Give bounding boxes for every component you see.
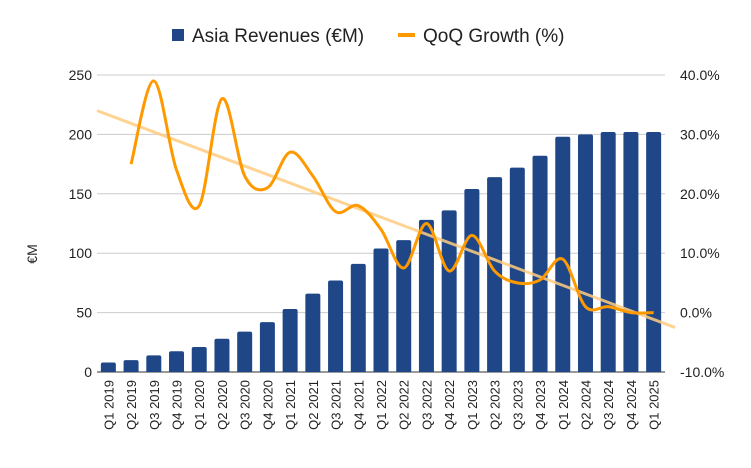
bar bbox=[600, 132, 616, 372]
y-axis-label: €M bbox=[24, 244, 40, 263]
bar bbox=[464, 189, 480, 372]
x-tick-label: Q4 2024 bbox=[624, 380, 639, 430]
bar bbox=[555, 136, 571, 372]
bar bbox=[441, 210, 457, 372]
x-tick-label: Q4 2020 bbox=[260, 380, 275, 430]
bar bbox=[191, 347, 207, 372]
y-tick-label: 200 bbox=[69, 126, 93, 142]
bar bbox=[169, 351, 185, 372]
bar bbox=[146, 355, 162, 372]
legend-swatch-growth bbox=[398, 33, 415, 37]
y-tick-label: 0 bbox=[84, 364, 92, 380]
bar bbox=[100, 362, 116, 372]
y-tick-label: 50 bbox=[76, 305, 92, 321]
legend-swatch-revenues bbox=[172, 29, 184, 41]
x-tick-label: Q4 2022 bbox=[442, 380, 457, 430]
y2-tick-label: 0.0% bbox=[680, 305, 712, 321]
x-tick-label: Q2 2020 bbox=[215, 380, 230, 430]
bar bbox=[373, 248, 389, 372]
legend-label-revenues: Asia Revenues (€M) bbox=[192, 26, 364, 47]
x-tick-label: Q4 2021 bbox=[351, 380, 366, 430]
bar bbox=[646, 132, 662, 372]
y-tick-label: 100 bbox=[69, 245, 93, 261]
bar bbox=[396, 240, 412, 372]
x-tick-label: Q1 2022 bbox=[374, 380, 389, 430]
x-tick-label: Q4 2019 bbox=[170, 380, 185, 430]
bar bbox=[214, 338, 230, 372]
legend-label-growth: QoQ Growth (%) bbox=[423, 26, 564, 47]
x-tick-label: Q1 2023 bbox=[465, 380, 480, 430]
x-tick-label: Q2 2023 bbox=[488, 380, 503, 430]
bar bbox=[259, 322, 275, 372]
y-tick-label: 150 bbox=[69, 186, 93, 202]
y2-tick-label: 10.0% bbox=[680, 245, 720, 261]
bar bbox=[623, 132, 639, 372]
growth-line bbox=[129, 79, 654, 315]
bar bbox=[328, 280, 344, 372]
bar bbox=[305, 293, 321, 372]
x-tick-label: Q4 2023 bbox=[533, 380, 548, 430]
y2-tick-label: 40.0% bbox=[680, 67, 720, 83]
bar bbox=[350, 263, 366, 372]
x-tick-label: Q3 2023 bbox=[510, 380, 525, 430]
y-tick-label: 250 bbox=[69, 67, 93, 83]
bar bbox=[237, 331, 253, 372]
y2-tick-label: -10.0% bbox=[680, 364, 724, 380]
bar bbox=[123, 360, 139, 372]
bar bbox=[577, 134, 593, 372]
x-tick-label: Q3 2021 bbox=[329, 380, 344, 430]
x-tick-label: Q2 2024 bbox=[578, 380, 593, 430]
x-tick-label: Q3 2024 bbox=[601, 380, 616, 430]
x-tick-label: Q1 2020 bbox=[192, 380, 207, 430]
bar bbox=[282, 309, 298, 372]
x-tick-label: Q1 2025 bbox=[647, 380, 662, 430]
y2-tick-label: 30.0% bbox=[680, 126, 720, 142]
x-tick-label: Q1 2019 bbox=[101, 380, 116, 430]
x-tick-label: Q3 2022 bbox=[419, 380, 434, 430]
legend: Asia Revenues (€M) QoQ Growth (%) bbox=[172, 26, 564, 47]
x-tick-label: Q2 2019 bbox=[124, 380, 139, 430]
bar bbox=[418, 219, 434, 372]
x-tick-label: Q3 2019 bbox=[147, 380, 162, 430]
x-tick-label: Q2 2021 bbox=[306, 380, 321, 430]
x-tick-label: Q2 2022 bbox=[397, 380, 412, 430]
x-tick-label: Q1 2024 bbox=[556, 380, 571, 430]
bar bbox=[487, 177, 503, 372]
x-tick-label: Q3 2020 bbox=[238, 380, 253, 430]
bar bbox=[532, 155, 548, 372]
x-tick-label: Q1 2021 bbox=[283, 380, 298, 430]
y2-tick-label: 20.0% bbox=[680, 186, 720, 202]
